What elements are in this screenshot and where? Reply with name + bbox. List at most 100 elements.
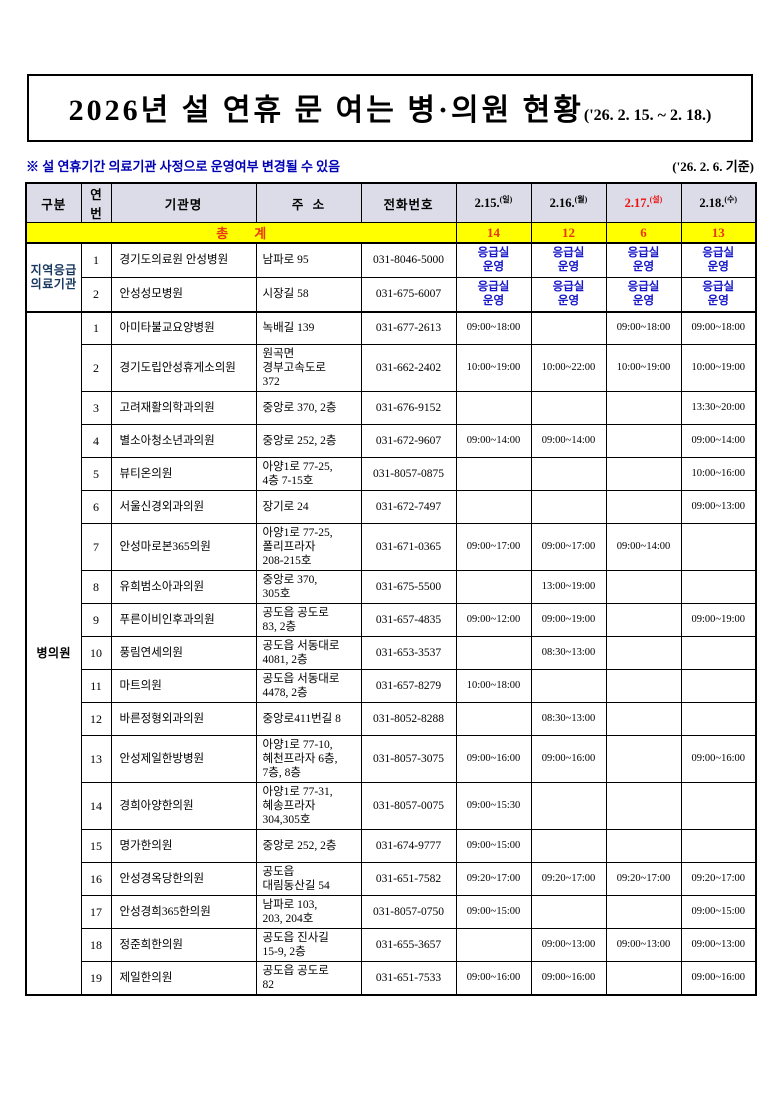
table-row: 11 마트의원 공도읍 서동대로 4478, 2층 031-657-8279 10:00… <box>26 669 757 704</box>
schedule-cell-date-1: 13:00~19:00 <box>530 570 607 605</box>
row-number-cell: 10 <box>80 636 112 671</box>
schedule-cell-date-1: 09:00~16:00 <box>530 961 607 996</box>
institution-name-cell: 정준희한의원 <box>110 928 257 963</box>
phone-cell: 031-651-7582 <box>360 862 457 897</box>
schedule-cell-date-0: 09:00~15:00 <box>455 829 532 864</box>
header-row-number: 연 번 <box>80 182 112 223</box>
address-cell: 중앙로 370, 2층 <box>255 391 362 426</box>
row-number-cell: 19 <box>80 961 112 996</box>
schedule-cell-date-2 <box>605 570 682 605</box>
schedule-cell-date-0: 09:00~15:30 <box>455 782 532 831</box>
table-row: 3 고려재활의학과의원 중앙로 370, 2층 031-676-9152 13:30~2… <box>26 391 757 426</box>
total-row: 총 계 14 12 6 13 <box>25 222 757 244</box>
address-cell: 아양1로 77-25, 폴리프라자 208-215호 <box>255 523 362 572</box>
category-cell: 병의원 <box>25 310 82 996</box>
row-number-cell: 1 <box>80 310 112 345</box>
phone-cell: 031-8057-0075 <box>360 782 457 831</box>
schedule-cell-date-2 <box>605 457 682 492</box>
schedule-cell-date-2 <box>605 735 682 784</box>
table-row: 8 유희범소아과의원 중앙로 370, 305호 031-675-5500 13:00~… <box>26 570 757 605</box>
total-count-feb18: 13 <box>680 222 757 244</box>
phone-cell: 031-653-3537 <box>360 636 457 671</box>
notice-text: ※ 설 연휴기간 의료기관 사정으로 운영여부 변경될 수 있음 <box>26 159 341 174</box>
schedule-cell-date-3 <box>680 636 757 671</box>
phone-cell: 031-657-4835 <box>360 603 457 638</box>
institution-name-cell: 안성마로본365의원 <box>110 523 257 572</box>
phone-cell: 031-8052-8288 <box>360 702 457 737</box>
page-title-date-range: ('26. 2. 15. ~ 2. 18.) <box>583 107 712 124</box>
table-row: 12 바른정형외과의원 중앙로411번길 8 031-8052-8288 08:30~1… <box>26 702 757 737</box>
schedule-cell-date-3: 09:00~13:00 <box>680 928 757 963</box>
row-number-cell: 18 <box>80 928 112 963</box>
schedule-cell-date-2 <box>605 782 682 831</box>
institution-name-cell: 아미타불교요양병원 <box>110 310 257 345</box>
institution-name-cell: 명가한의원 <box>110 829 257 864</box>
schedule-cell-date-3: 09:00~19:00 <box>680 603 757 638</box>
address-cell: 장기로 24 <box>255 490 362 525</box>
table-row: 18 정준희한의원 공도읍 진사길 15-9, 2층 031-655-3657 09:0… <box>26 928 757 963</box>
phone-cell: 031-677-2613 <box>360 310 457 345</box>
address-cell: 남파로 95 <box>255 241 362 278</box>
institution-name-cell: 유희범소아과의원 <box>110 570 257 605</box>
address-cell: 중앙로 252, 2층 <box>255 424 362 459</box>
table-row: 병의원 1 아미타불교요양병원 녹배길 139 031-677-2613 09:00~18… <box>25 310 757 996</box>
institution-name-cell: 안성경희365한의원 <box>110 895 257 930</box>
total-label: 총 계 <box>25 222 457 244</box>
header-date-0: 2.15.(일) <box>455 182 532 223</box>
schedule-cell-date-1 <box>530 391 607 426</box>
phone-cell: 031-675-5500 <box>360 570 457 605</box>
address-cell: 아양1로 77-25, 4층 7-15호 <box>255 457 362 492</box>
schedule-cell-date-1 <box>530 895 607 930</box>
row-number-cell: 7 <box>80 523 112 572</box>
phone-cell: 031-672-9607 <box>360 424 457 459</box>
phone-cell: 031-8057-0875 <box>360 457 457 492</box>
institution-name-cell: 안성제일한방병원 <box>110 735 257 784</box>
table-row: 6 서울신경외과의원 장기로 24 031-672-7497 09:00~13:00 <box>26 490 757 525</box>
category-cell: 지역응급 의료기관 <box>25 242 82 312</box>
emergency-room-cell: 응급실 운영 <box>530 241 607 278</box>
header-date-3: 2.18.(수) <box>680 182 757 223</box>
schedule-cell-date-0: 09:00~16:00 <box>455 735 532 784</box>
table-row: 17 안성경희365한의원 남파로 103, 203, 204호 031-8057-0… <box>26 895 757 930</box>
schedule-cell-date-3: 09:00~16:00 <box>680 735 757 784</box>
emergency-room-cell: 응급실 운영 <box>455 276 532 313</box>
table-row: 5 뷰티온의원 아양1로 77-25, 4층 7-15호 031-8057-0875 1… <box>26 457 757 492</box>
schedule-cell-date-1: 09:00~17:00 <box>530 523 607 572</box>
row-number-cell: 2 <box>80 276 112 313</box>
date-label: 2.16. <box>549 196 575 211</box>
address-cell: 공도읍 공도로 82 <box>255 961 362 996</box>
address-cell: 아양1로 77-10, 혜천프라자 6층, 7층, 8층 <box>255 735 362 784</box>
emergency-room-cell: 응급실 운영 <box>605 276 682 313</box>
schedule-cell-date-0: 10:00~19:00 <box>455 343 532 393</box>
total-count-feb16: 12 <box>530 222 607 244</box>
phone-cell: 031-675-6007 <box>360 276 457 313</box>
institution-name-cell: 마트의원 <box>110 669 257 704</box>
address-cell: 공도읍 서동대로 4478, 2층 <box>255 669 362 704</box>
schedule-cell-date-0: 09:00~12:00 <box>455 603 532 638</box>
schedule-cell-date-3: 09:00~15:00 <box>680 895 757 930</box>
institution-name-cell: 풍림연세의원 <box>110 636 257 671</box>
row-number-cell: 8 <box>80 570 112 605</box>
table-row: 4 별소아청소년과의원 중앙로 252, 2층 031-672-9607 09:00~1… <box>26 424 757 459</box>
notice-row: ※ 설 연휴기간 의료기관 사정으로 운영여부 변경될 수 있음 ('26. 2… <box>26 156 754 175</box>
schedule-cell-date-1: 09:00~16:00 <box>530 735 607 784</box>
schedule-cell-date-1: 09:00~13:00 <box>530 928 607 963</box>
schedule-cell-date-3 <box>680 570 757 605</box>
row-number-cell: 2 <box>80 343 112 393</box>
schedule-cell-date-2 <box>605 636 682 671</box>
schedule-cell-date-2: 09:00~13:00 <box>605 928 682 963</box>
schedule-cell-date-2 <box>605 391 682 426</box>
table-row: 16 안성경옥당한의원 공도읍 대림동산길 54 031-651-7582 09:20~… <box>26 862 757 897</box>
date-label: 2.18. <box>699 196 725 211</box>
address-cell: 공도읍 공도로 83, 2층 <box>255 603 362 638</box>
table-row: 2 경기도립안성휴게소의원 원곡면 경부고속도로 372 031-662-2402 10… <box>26 343 757 393</box>
table-row: 7 안성마로본365의원 아양1로 77-25, 폴리프라자 208-215호 031… <box>26 523 757 572</box>
phone-cell: 031-657-8279 <box>360 669 457 704</box>
phone-cell: 031-672-7497 <box>360 490 457 525</box>
institution-name-cell: 별소아청소년과의원 <box>110 424 257 459</box>
date-day-of-week: (수) <box>724 195 738 205</box>
address-cell: 녹배길 139 <box>255 310 362 345</box>
document-title-box: 2026년 설 연휴 문 여는 병·의원 현황('26. 2. 15. ~ 2.… <box>27 74 753 142</box>
schedule-cell-date-2 <box>605 603 682 638</box>
schedule-cell-date-1 <box>530 782 607 831</box>
